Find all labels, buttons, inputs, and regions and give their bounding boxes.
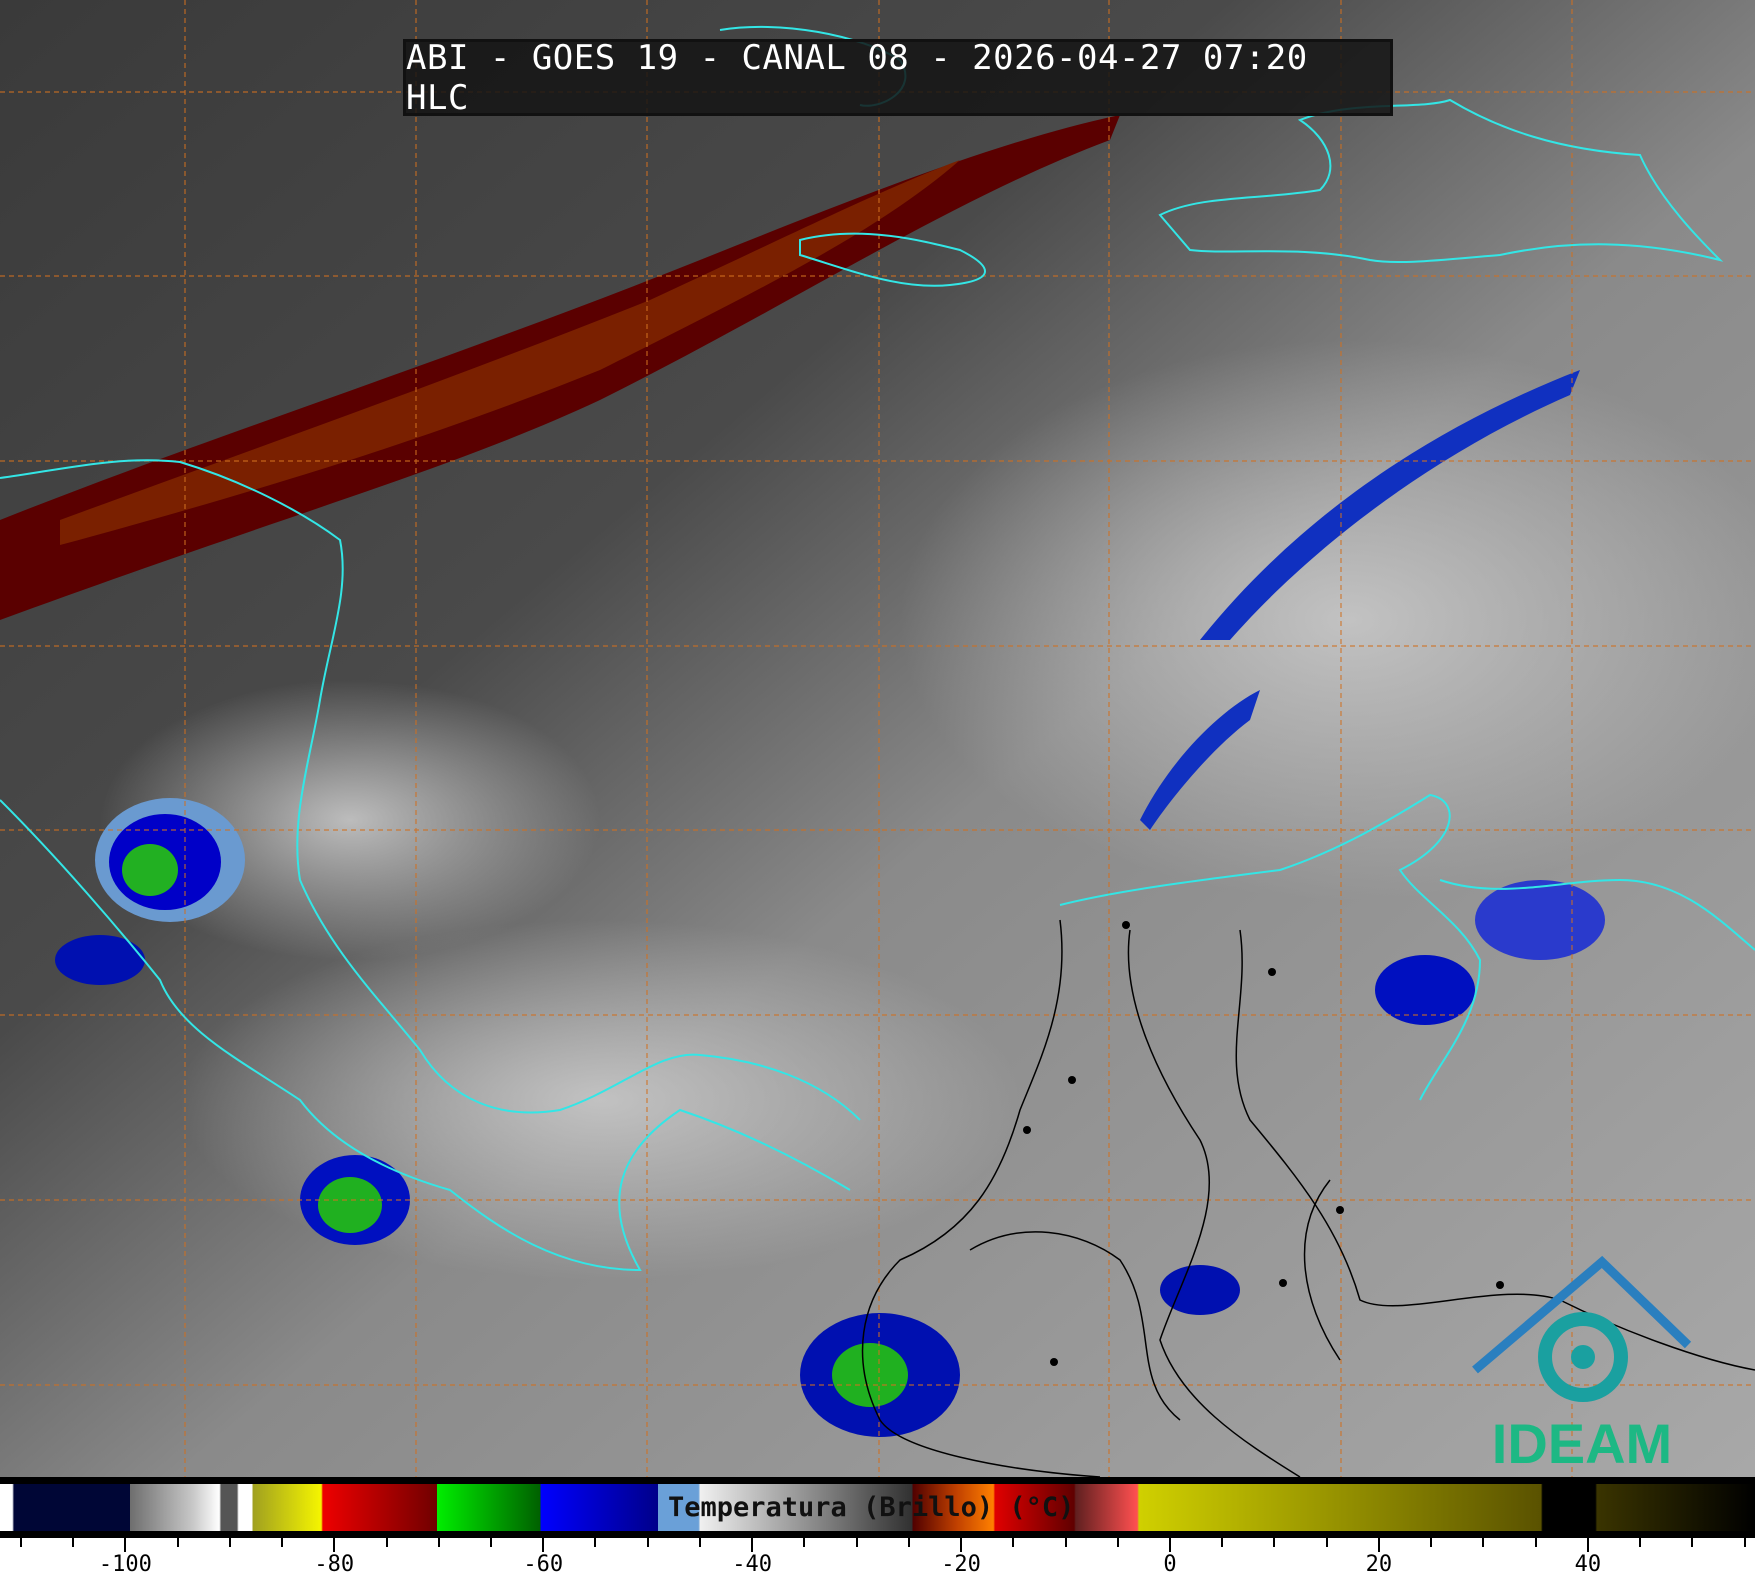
colorbar-tick-label: 0 — [1163, 1552, 1177, 1577]
colorbar-tick — [1221, 1538, 1224, 1547]
ideam-logo: IDEAM — [1472, 1255, 1692, 1475]
political-borders — [861, 919, 1755, 1477]
colorbar-tick — [124, 1538, 127, 1552]
dry-air-plume-core — [60, 160, 960, 545]
colorbar-tick-label: -40 — [732, 1552, 773, 1577]
colorbar-tick — [72, 1538, 75, 1547]
colorbar-tick — [19, 1538, 22, 1547]
colorbar-tick — [437, 1538, 440, 1547]
satellite-map: IDEAM — [0, 0, 1755, 1477]
colorbar-tick — [1743, 1538, 1746, 1547]
colorbar-tick — [1064, 1538, 1067, 1547]
colorbar-tick — [907, 1538, 910, 1547]
colorbar-tick — [333, 1538, 336, 1552]
colorbar-tick — [1482, 1538, 1485, 1547]
colorbar-tick — [698, 1538, 701, 1547]
colorbar-gradient — [0, 1484, 1755, 1531]
image-title: ABI - GOES 19 - CANAL 08 - 2026-04-27 07… — [403, 38, 1393, 118]
city-markers — [1023, 921, 1504, 1366]
colorbar-tick — [1169, 1538, 1171, 1552]
colorbar-tick — [1012, 1538, 1015, 1547]
colorbar-tick — [1691, 1538, 1694, 1547]
colorbar-tick — [1273, 1538, 1276, 1547]
colorbar-tick — [594, 1538, 597, 1547]
cloud-field — [900, 340, 1755, 900]
colorbar-label: Temperatura (Brillo) (°C) — [668, 1492, 1075, 1523]
colorbar-tick-label: 20 — [1365, 1552, 1393, 1577]
colorbar-tick — [1639, 1538, 1642, 1547]
convective-cells — [55, 370, 1605, 1437]
colorbar-tick — [385, 1538, 388, 1547]
colorbar-tick — [1430, 1538, 1433, 1547]
colorbar-tick — [751, 1538, 754, 1552]
colorbar-tick — [281, 1538, 284, 1547]
colorbar-tick — [176, 1538, 179, 1547]
colorbar-tick-label: 40 — [1574, 1552, 1602, 1577]
colorbar-frame: Temperatura (Brillo) (°C) — [0, 1477, 1755, 1538]
colorbar-tick-label: -80 — [314, 1552, 355, 1577]
colorbar-tick — [855, 1538, 858, 1547]
colorbar-tick — [646, 1538, 649, 1547]
colorbar-tick-label: -100 — [98, 1552, 152, 1577]
colorbar-tick — [1377, 1538, 1380, 1552]
colorbar-tick — [1325, 1538, 1328, 1547]
colorbar-tick-label: -60 — [523, 1552, 564, 1577]
colorbar-tick — [228, 1538, 231, 1547]
colorbar-tick — [1586, 1538, 1589, 1552]
colorbar-tick — [542, 1538, 545, 1552]
colorbar-tick — [1534, 1538, 1537, 1547]
colorbar-tick — [489, 1538, 492, 1547]
colorbar-tick — [1116, 1538, 1119, 1547]
colorbar-tick — [803, 1538, 806, 1547]
cloud-field — [180, 920, 1020, 1280]
colorbar: Temperatura (Brillo) (°C) -100 -80 -60 -40 -… — [0, 1477, 1755, 1577]
colorbar-tick-label: -20 — [941, 1552, 981, 1577]
svg-text:IDEAM: IDEAM — [1492, 1412, 1672, 1475]
colorbar-tick — [960, 1538, 963, 1552]
